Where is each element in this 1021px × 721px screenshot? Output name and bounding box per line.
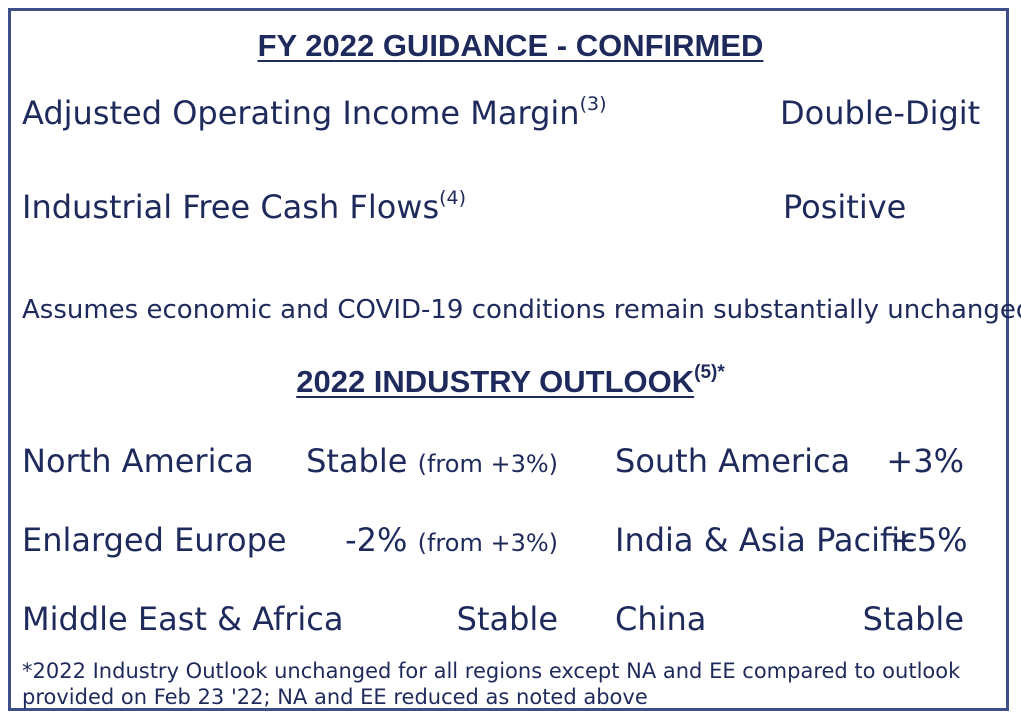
- region-value-china: Stable: [862, 600, 964, 638]
- outlook-title: 2022 INDUSTRY OUTLOOK(5)*: [0, 362, 1021, 399]
- outlook-footnote: *2022 Industry Outlook unchanged for all…: [22, 659, 961, 709]
- region-name-middle-east-africa: Middle East & Africa: [22, 600, 344, 638]
- region-name-india-asia-pacific: India & Asia Pacific: [615, 521, 918, 559]
- guidance-item-fcf-value: Positive: [783, 188, 907, 226]
- ee-value: -2%: [345, 521, 408, 559]
- region-value-india-asia-pacific: +5%: [890, 521, 968, 559]
- na-detail: (from +3%): [417, 450, 558, 478]
- region-name-south-america: South America: [615, 442, 851, 480]
- fcf-footnote-ref: (4): [439, 187, 467, 209]
- na-value: Stable: [306, 442, 408, 480]
- guidance-title: FY 2022 GUIDANCE - CONFIRMED: [257, 28, 764, 63]
- margin-footnote-ref: (3): [579, 93, 607, 115]
- region-value-south-america: +3%: [886, 442, 964, 480]
- region-value-north-america: Stable (from +3%): [260, 445, 558, 477]
- region-name-china: China: [615, 600, 707, 638]
- region-value-middle-east-africa: Stable: [456, 600, 558, 638]
- fcf-label-text: Industrial Free Cash Flows: [22, 188, 440, 226]
- guidance-item-margin-value: Double-Digit: [780, 94, 981, 132]
- region-name-north-america: North America: [22, 442, 254, 480]
- margin-label-text: Adjusted Operating Income Margin: [22, 94, 580, 132]
- slide-frame: [8, 8, 1009, 711]
- outlook-title-text: 2022 INDUSTRY OUTLOOK: [296, 364, 695, 399]
- guidance-item-fcf-label: Industrial Free Cash Flows(4): [22, 188, 466, 226]
- region-value-enlarged-europe: -2% (from +3%): [260, 524, 558, 556]
- outlook-footnote-ref: (5)*: [694, 362, 725, 383]
- ee-detail: (from +3%): [417, 529, 558, 557]
- guidance-assumption: Assumes economic and COVID-19 conditions…: [22, 295, 1021, 325]
- region-name-enlarged-europe: Enlarged Europe: [22, 521, 287, 559]
- guidance-item-margin-label: Adjusted Operating Income Margin(3): [22, 94, 607, 132]
